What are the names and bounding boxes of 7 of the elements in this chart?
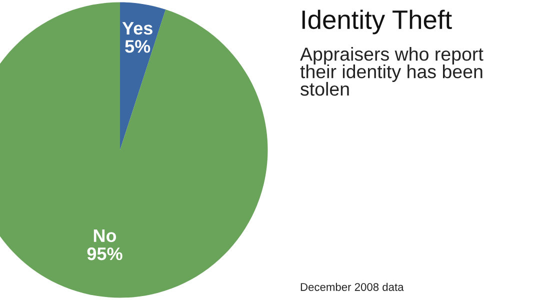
text: December 2008 data (300, 282, 404, 291)
slice-label: No (94, 229, 116, 242)
data-label: 95% (87, 247, 122, 260)
text: Appraisers who report their identity has been stolen (300, 47, 484, 96)
text: Identity Theft (302, 10, 452, 34)
data-label: 5% (125, 40, 150, 53)
slice-label: Yes (122, 22, 152, 35)
